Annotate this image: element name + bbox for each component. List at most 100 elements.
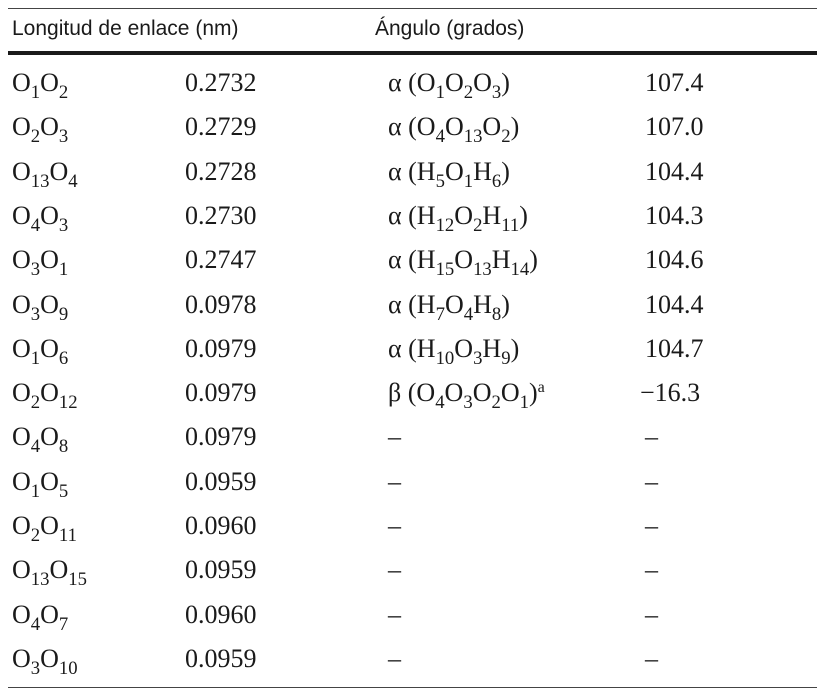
element-symbol: H (473, 156, 492, 186)
angle-value: 104.7 (645, 333, 704, 363)
angle-value: – (645, 555, 658, 585)
bond-length-value: 0.0979 (185, 378, 257, 408)
atom-index: 10 (58, 658, 78, 679)
angle-label: – (388, 466, 401, 496)
element-symbol: O (12, 555, 31, 585)
angle-label: α (H12O2H11) (388, 200, 528, 236)
element-symbol: O (40, 200, 59, 230)
table-row: O1O2 0.2732 α (O1O2O3) 107.4 (0, 68, 825, 112)
angle-label: – (388, 511, 401, 540)
atom-index: 3 (58, 126, 69, 148)
bond-label: O3O1 (12, 245, 68, 279)
table-row: O13O4 0.2728 α (H5O1H6) 104.4 (0, 157, 825, 201)
element-symbol: O (12, 599, 31, 629)
bond-length-value: 0.0960 (185, 599, 257, 629)
element-symbol: O (12, 466, 31, 496)
angle-label: α (H5O1H6) (388, 156, 510, 192)
bond-label: O1O6 (12, 333, 68, 368)
bond-length-value: 0.0959 (185, 466, 257, 496)
element-symbol: O (482, 112, 502, 142)
angle-value: – (645, 599, 658, 629)
atom-index: 2 (58, 82, 69, 104)
atom-index: 3 (473, 347, 483, 369)
element-symbol: O (40, 333, 59, 363)
element-symbol: O (40, 466, 59, 496)
angle-symbol: α (388, 156, 402, 186)
bond-length-value: 0.2730 (185, 200, 257, 230)
angle-symbol: α (388, 289, 402, 319)
element-symbol: O (40, 245, 59, 275)
atom-index: 2 (491, 392, 501, 414)
table-header-rule (8, 51, 817, 55)
bond-length-value: 0.0960 (185, 511, 257, 540)
header-bond-length: Longitud de enlace (nm) (12, 17, 239, 40)
table-row: O2O12 0.0979 β (O4O3O2O1)a −16.3 (0, 378, 825, 422)
bond-label: O3O10 (12, 644, 78, 678)
atom-index: 3 (30, 259, 41, 281)
element-symbol: H (416, 333, 436, 363)
atom-index: 1 (58, 259, 69, 281)
element-symbol: O (416, 68, 436, 97)
element-symbol: H (491, 245, 511, 275)
bond-length-value: 0.2729 (185, 112, 257, 142)
element-symbol: O (12, 68, 31, 97)
atom-index: 2 (463, 82, 474, 104)
angle-value: – (645, 643, 658, 673)
element-symbol: H (416, 245, 436, 275)
atom-index: 2 (473, 215, 483, 236)
angle-value: 104.3 (645, 200, 704, 230)
atom-index: 3 (30, 303, 41, 325)
element-symbol: H (416, 200, 436, 230)
table-row: O3O9 0.0978 α (H7O4H8) 104.4 (0, 290, 825, 334)
atom-index: 4 (30, 436, 41, 458)
atom-index: 7 (435, 303, 445, 325)
angle-value: – (645, 422, 658, 452)
table-row: O3O1 0.2747 α (H15O13H14) 104.6 (0, 245, 825, 289)
element-symbol: O (500, 378, 520, 408)
element-symbol: O (40, 112, 59, 142)
element-symbol: O (12, 200, 31, 230)
element-symbol: O (40, 599, 59, 629)
table-bottom-rule (8, 687, 817, 688)
element-symbol: H (416, 289, 436, 319)
angle-label: – (388, 422, 401, 452)
atom-index: 2 (30, 525, 41, 547)
table-row: O1O6 0.0979 α (H10O3H9) 104.7 (0, 334, 825, 378)
atom-index: 1 (30, 82, 41, 104)
atom-index: 1 (435, 82, 445, 104)
atom-index: 2 (30, 126, 41, 148)
atom-index: 1 (519, 392, 529, 414)
atom-index: 12 (435, 215, 455, 236)
element-symbol: O (444, 112, 464, 142)
element-symbol: O (416, 378, 436, 408)
angle-value: – (645, 511, 658, 540)
angle-value: 107.4 (645, 68, 704, 97)
atom-index: 1 (30, 347, 41, 369)
angle-symbol: α (388, 333, 402, 363)
atom-index: 3 (463, 392, 473, 414)
bond-label: O13O15 (12, 555, 87, 589)
angle-value: 104.4 (645, 156, 704, 186)
element-symbol: O (12, 333, 31, 363)
bond-label: O13O4 (12, 156, 78, 191)
atom-index: 13 (30, 170, 50, 192)
bond-label: O2O3 (12, 112, 68, 146)
atom-index: 2 (501, 126, 511, 148)
element-symbol: O (416, 112, 436, 142)
element-symbol: O (12, 156, 31, 186)
bond-label: O4O3 (12, 200, 68, 235)
atom-index: 1 (30, 480, 41, 502)
bond-label: O1O2 (12, 68, 68, 102)
element-symbol: O (12, 289, 31, 319)
element-symbol: O (40, 422, 59, 452)
atom-index: 4 (30, 215, 41, 236)
angle-symbol: α (388, 245, 402, 275)
element-symbol: O (444, 289, 464, 319)
table-row: O4O7 0.0960– – (0, 600, 825, 644)
angle-label: α (O1O2O3) (388, 68, 510, 104)
atom-index: 8 (58, 436, 69, 458)
bond-label: O4O7 (12, 599, 68, 634)
bond-length-value: 0.2728 (185, 156, 257, 186)
table-row: O2O11 0.0960 – – (0, 511, 825, 555)
bond-label: O2O11 (12, 511, 77, 545)
